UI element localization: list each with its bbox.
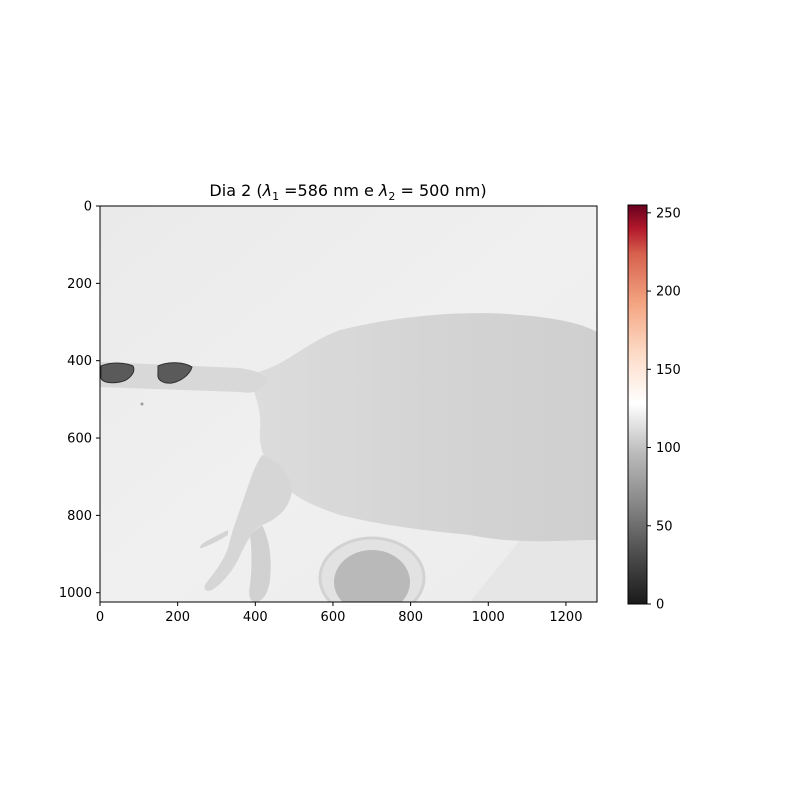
image-area (100, 206, 597, 602)
x-tick-label: 600 (321, 610, 346, 625)
y-tick-label: 600 (67, 432, 92, 447)
colorbar-tick-label: 50 (656, 519, 673, 534)
lower-right-pattern (470, 530, 597, 602)
x-tick-label: 1200 (549, 610, 582, 625)
y-axis: 0 200 400 600 800 1000 (59, 200, 100, 601)
x-tick-label: 400 (243, 610, 268, 625)
x-tick-label: 800 (398, 610, 423, 625)
animal-toe (199, 530, 228, 549)
colorbar-tick-label: 250 (656, 206, 681, 221)
colorbar-axis: 0 50 100 150 200 250 (647, 206, 681, 613)
image-frame (99, 205, 598, 603)
chart-title: Dia 2 (λ1 =586 nm e λ2 = 500 nm) (209, 181, 486, 203)
colorbar-tick-label: 0 (656, 598, 664, 613)
cylinder-top (334, 550, 410, 602)
colorbar (627, 204, 648, 605)
y-tick-label: 800 (67, 509, 92, 524)
animal-foot (249, 525, 271, 602)
tail-mark (100, 362, 135, 384)
x-axis: 0 200 400 600 800 1000 1200 (96, 602, 582, 625)
tail-mark (157, 362, 193, 384)
animal-body (248, 313, 597, 542)
colorbar-tick-label: 150 (656, 363, 681, 378)
colorbar-tick-label: 100 (656, 441, 681, 456)
y-tick-label: 1000 (59, 586, 92, 601)
y-tick-label: 0 (84, 200, 92, 215)
y-tick-label: 200 (67, 277, 92, 292)
speck (140, 402, 144, 406)
colorbar-tick-label: 200 (656, 285, 681, 300)
x-tick-label: 1000 (472, 610, 505, 625)
y-tick-label: 400 (67, 354, 92, 369)
animal-leg (204, 455, 292, 591)
x-tick-label: 200 (165, 610, 190, 625)
x-tick-label: 0 (96, 610, 104, 625)
